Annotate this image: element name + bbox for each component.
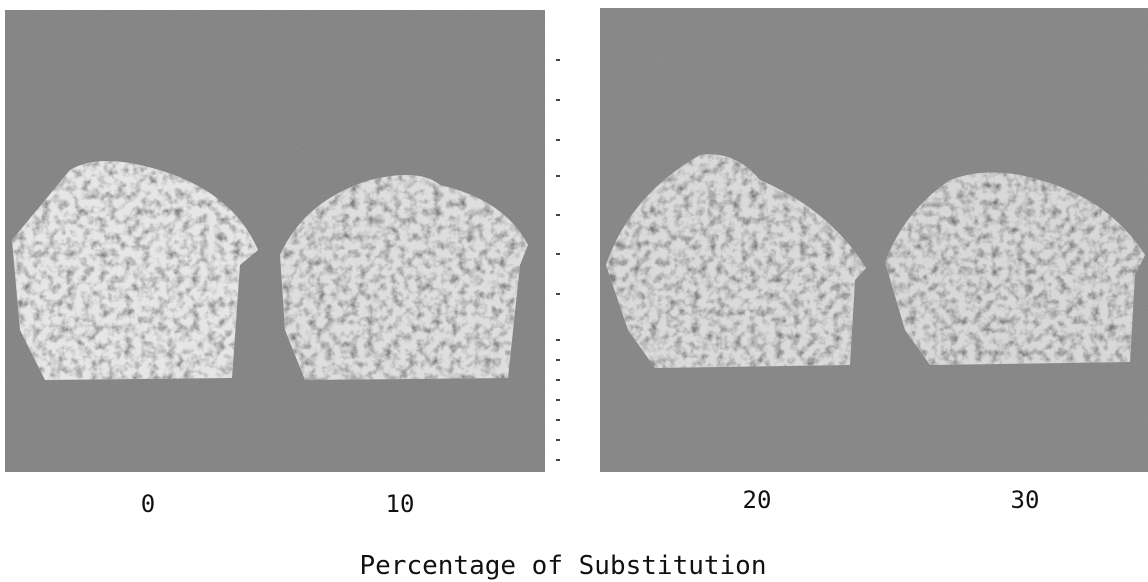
panel-label: 0 bbox=[141, 490, 155, 518]
photo-right bbox=[600, 8, 1148, 472]
panel-label: 10 bbox=[386, 490, 415, 518]
photo-left bbox=[5, 10, 545, 472]
panel-label: 20 bbox=[743, 486, 772, 514]
ruler bbox=[556, 59, 560, 461]
caption: Percentage of Substitution bbox=[360, 551, 767, 581]
panel-label: 30 bbox=[1011, 486, 1040, 514]
